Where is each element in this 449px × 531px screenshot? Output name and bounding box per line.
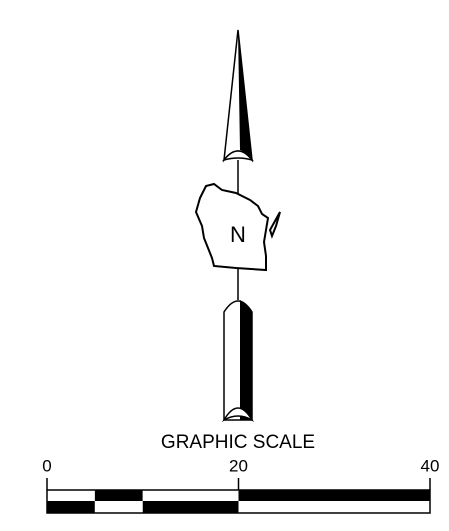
scale-title: GRAPHIC SCALE — [161, 432, 315, 453]
arrow-head-shade — [238, 30, 252, 160]
scale-segment — [142, 501, 239, 513]
scale-segment — [238, 490, 430, 501]
scale-tick-label: 40 — [421, 456, 440, 475]
state-outline — [194, 182, 281, 272]
arrow-crescent — [221, 150, 255, 162]
scale-segment — [238, 501, 430, 513]
scale-segment — [94, 501, 143, 513]
scale-bar: 0 20 40 — [42, 456, 440, 514]
north-label: N — [230, 222, 246, 247]
scale-segment — [94, 490, 143, 501]
scale-tick-label: 0 — [42, 456, 51, 475]
scale-tick-label: 20 — [229, 456, 248, 475]
scale-segment — [47, 490, 95, 501]
tail-crescent — [221, 407, 255, 423]
arrow-tail-shade — [240, 300, 252, 420]
scale-segment — [47, 501, 95, 513]
scale-segment — [142, 490, 239, 501]
